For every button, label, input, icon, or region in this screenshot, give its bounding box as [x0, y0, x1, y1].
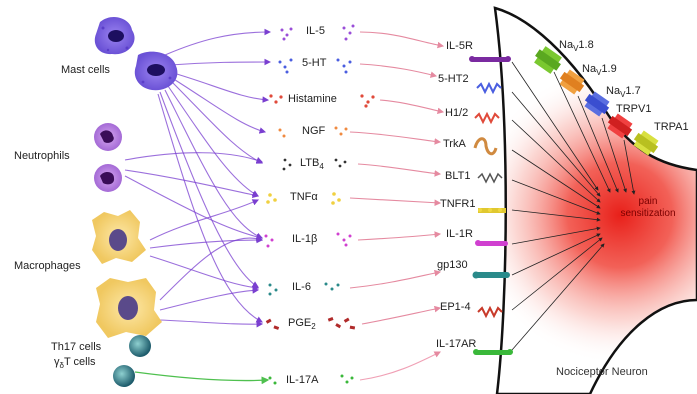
cell-to-mediator-arrows	[124, 28, 272, 328]
macrophage-2	[96, 278, 162, 338]
ht2-receptor	[476, 81, 502, 95]
histamine-label: Histamine	[288, 93, 337, 105]
histamine-particles	[269, 94, 375, 108]
mast-cells-label: Mast cells	[61, 64, 110, 76]
il6-particles	[268, 282, 340, 296]
il1r-label: IL-1R	[446, 228, 473, 240]
neutrophil-1	[94, 123, 122, 151]
th17-to-il17a-arrow	[134, 371, 270, 385]
il1r-receptor	[475, 240, 508, 246]
trka-label: TrkA	[443, 138, 466, 150]
nav18-label: NaV1.8	[559, 39, 594, 54]
macrophages-label: Macrophages	[14, 260, 81, 272]
th17-cell	[129, 335, 151, 357]
neutrophils-label: Neutrophils	[14, 150, 70, 162]
serotonin-label: 5-HT	[302, 57, 327, 69]
mast-cell-1	[94, 16, 135, 55]
nav19-channel	[559, 69, 585, 95]
nociceptor-neuron-label: Nociceptor Neuron	[556, 366, 648, 378]
gp130-label: gp130	[437, 259, 468, 271]
neutrophil-2	[94, 164, 122, 192]
il1b-label: IL-1β	[292, 233, 318, 245]
il5r-receptor	[469, 56, 511, 62]
ep14-label: EP1-4	[440, 301, 471, 313]
ep14-receptor	[477, 305, 503, 319]
gamma-delta-t-cell	[113, 365, 135, 387]
pge2-label: PGE2	[288, 317, 316, 332]
mediator-to-receptor-arrows	[349, 31, 445, 381]
macrophage-1	[92, 210, 146, 264]
blt1-receptor	[477, 172, 503, 184]
mast-cell-granules	[101, 26, 172, 84]
nav19-label: NaV1.9	[582, 63, 617, 78]
gp130-receptor	[472, 271, 510, 279]
pain-sensitization-label: pain sensitization	[620, 196, 676, 219]
tnfa-label: TNFα	[290, 191, 318, 203]
nav18-channel	[534, 46, 562, 74]
il5-label: IL-5	[306, 25, 325, 37]
il6-label: IL-6	[292, 281, 311, 293]
ltb4-label: LTB4	[300, 157, 324, 172]
il17a-particles	[268, 374, 354, 385]
mast-cell-2	[134, 51, 178, 91]
intracellular-signal-arrows	[511, 61, 636, 351]
il17ar-label: IL-17AR	[436, 338, 477, 350]
trpv1-label: TRPV1	[616, 103, 652, 115]
il1b-particles	[264, 232, 352, 248]
trpa1-channel	[633, 130, 659, 156]
h12-label: H1/2	[445, 107, 469, 119]
il17ar-receptor	[473, 349, 513, 355]
nav17-channel	[584, 91, 610, 117]
ht2-receptor-label: 5-HT2	[438, 73, 469, 85]
tnfr1-label: TNFR1	[440, 198, 476, 210]
pge2-particles	[265, 317, 356, 330]
ngf-particles	[278, 126, 348, 138]
il5r-label: IL-5R	[446, 40, 473, 52]
tnfa-particles	[266, 192, 341, 205]
th17-cells-label: Th17 cells	[51, 341, 102, 353]
trpv1-channel	[607, 113, 633, 139]
il5-particles	[280, 24, 355, 41]
trka-receptor	[473, 137, 498, 156]
tnfr1-receptor	[478, 208, 506, 213]
ngf-label: NGF	[302, 125, 326, 137]
serotonin-particles	[278, 58, 352, 74]
gamma-delta-t-cells-label: γδT cells	[54, 356, 96, 371]
h12-receptor	[474, 111, 500, 125]
ltb4-particles	[282, 158, 347, 171]
trpa1-label: TRPA1	[654, 121, 689, 133]
il17a-label: IL-17A	[286, 374, 319, 386]
nav17-label: NaV1.7	[606, 85, 641, 100]
blt1-label: BLT1	[445, 170, 471, 182]
